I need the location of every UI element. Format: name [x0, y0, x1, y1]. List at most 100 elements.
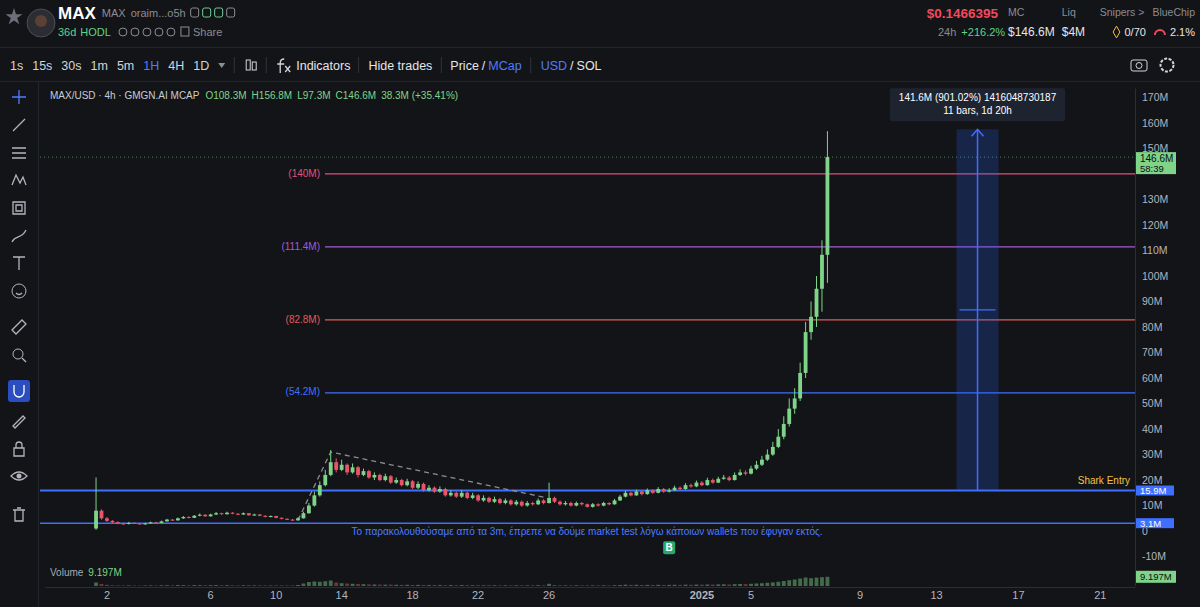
tool-icon[interactable] [12, 148, 26, 158]
bar-countdown: 58:39 [1140, 163, 1164, 174]
interval-button[interactable]: 1D [193, 59, 209, 73]
interval-button[interactable]: 1s [10, 59, 23, 73]
candle-body [302, 513, 306, 518]
tool-icon[interactable] [13, 119, 25, 131]
candle-body [443, 489, 447, 495]
sniper-icon [1113, 26, 1120, 38]
interval-button[interactable]: 1m [91, 59, 108, 73]
zone-line [40, 522, 1135, 524]
y-tick: 10M [1135, 499, 1162, 511]
tool-icon[interactable] [8, 380, 30, 402]
candle-type-icon[interactable] [252, 62, 256, 70]
screen: MAXMAXoraim...o5h36dHODLShare$0.14663952… [0, 0, 1200, 607]
volume-bar [640, 585, 644, 586]
volume-bar [110, 585, 114, 587]
volume-bar [629, 585, 633, 586]
token-address[interactable]: oraim...o5h [131, 7, 186, 19]
candle-body [558, 502, 562, 505]
volume-bar [738, 584, 742, 586]
tool-icon[interactable] [11, 472, 27, 480]
social-icon[interactable] [167, 28, 175, 36]
tool-icon[interactable] [13, 202, 25, 214]
volume-bar [520, 585, 524, 587]
tool-icon[interactable] [12, 284, 26, 298]
sol-toggle[interactable]: SOL [577, 59, 602, 73]
interval-button[interactable]: 1H [143, 59, 159, 73]
volume-bar [673, 585, 677, 586]
tool-icon[interactable] [12, 230, 26, 242]
share[interactable]: Share [193, 26, 222, 38]
volume-bar [602, 585, 606, 587]
hide-trades-button[interactable]: Hide trades [368, 59, 432, 73]
tool-icon[interactable] [12, 175, 26, 185]
interval-button[interactable]: 30s [61, 59, 81, 73]
zone-badge [1136, 518, 1174, 528]
header-icon[interactable] [215, 8, 223, 17]
share-icon[interactable] [181, 27, 189, 36]
volume-bar [94, 583, 98, 587]
social-icon[interactable] [155, 28, 163, 36]
measure-arrow-head [972, 129, 984, 136]
tool-icon[interactable] [12, 90, 26, 104]
measure-tooltip: 141.6M (901.02%) 141604873018711 bars, 1… [890, 88, 1065, 121]
social-icon[interactable] [131, 28, 139, 36]
drawing-tools [8, 90, 30, 521]
dropdown-icon[interactable] [218, 63, 225, 68]
candle-body [269, 516, 273, 517]
tool-glyph [16, 293, 22, 295]
camera-icon[interactable] [1131, 60, 1147, 71]
volume-bar [203, 585, 207, 587]
volume-bar [345, 584, 349, 587]
candle-body [760, 460, 764, 465]
tool-icon[interactable] [12, 320, 26, 334]
settings-icon[interactable] [1161, 59, 1174, 72]
volume-bar [176, 585, 180, 587]
measure-text: 141.6M (901.02%) 1416048730187 [899, 92, 1057, 103]
header-icon[interactable] [203, 8, 211, 17]
candle-body [705, 480, 709, 485]
indicator-icon[interactable] [277, 59, 290, 73]
volume-bar [667, 585, 671, 586]
star-icon[interactable] [5, 8, 22, 24]
candle-body [454, 493, 458, 497]
header-icon[interactable] [191, 8, 199, 17]
volume-bar [105, 585, 109, 586]
candle-body [629, 493, 633, 496]
tool-icon[interactable] [13, 508, 25, 521]
social-icon[interactable] [143, 28, 151, 36]
tool-icon[interactable] [13, 349, 26, 362]
y-tick-label: 60M [1142, 372, 1162, 384]
x-tick-label: 2 [104, 589, 110, 601]
x-tick: 13 [930, 587, 942, 601]
interval-button[interactable]: 4H [168, 59, 184, 73]
tool-icon[interactable] [14, 442, 24, 456]
usd-toggle[interactable]: USD [541, 59, 567, 73]
volume-bar [433, 585, 437, 586]
trade-marker-bg [663, 541, 675, 554]
divider [0, 47, 1200, 48]
candles [94, 131, 829, 530]
interval-button[interactable]: 15s [32, 59, 52, 73]
snipers-label[interactable]: Snipers > [1100, 6, 1145, 18]
tool-icon[interactable] [13, 257, 25, 270]
trade-marker[interactable]: B [663, 541, 675, 554]
candle-body [378, 475, 382, 480]
social-icon[interactable] [119, 28, 127, 36]
volume-bar [776, 582, 780, 586]
x-tick-label: 26 [543, 589, 555, 601]
candle-type-icon[interactable] [246, 60, 250, 70]
volume-bar [263, 585, 267, 587]
candle-body [307, 506, 311, 514]
candle-body [476, 495, 480, 500]
tool-icon[interactable] [13, 416, 25, 428]
x-tick: 10 [270, 587, 282, 601]
candle-body [181, 517, 185, 518]
indicators-button[interactable]: Indicators [296, 59, 350, 73]
interval-button[interactable]: 5m [117, 59, 134, 73]
header-icon[interactable] [227, 8, 235, 17]
candle-body [569, 503, 573, 506]
tool-glyph [13, 119, 25, 131]
volume-bar [749, 584, 753, 586]
price-toggle[interactable]: Price [450, 59, 479, 73]
mcap-toggle[interactable]: MCap [488, 59, 521, 73]
